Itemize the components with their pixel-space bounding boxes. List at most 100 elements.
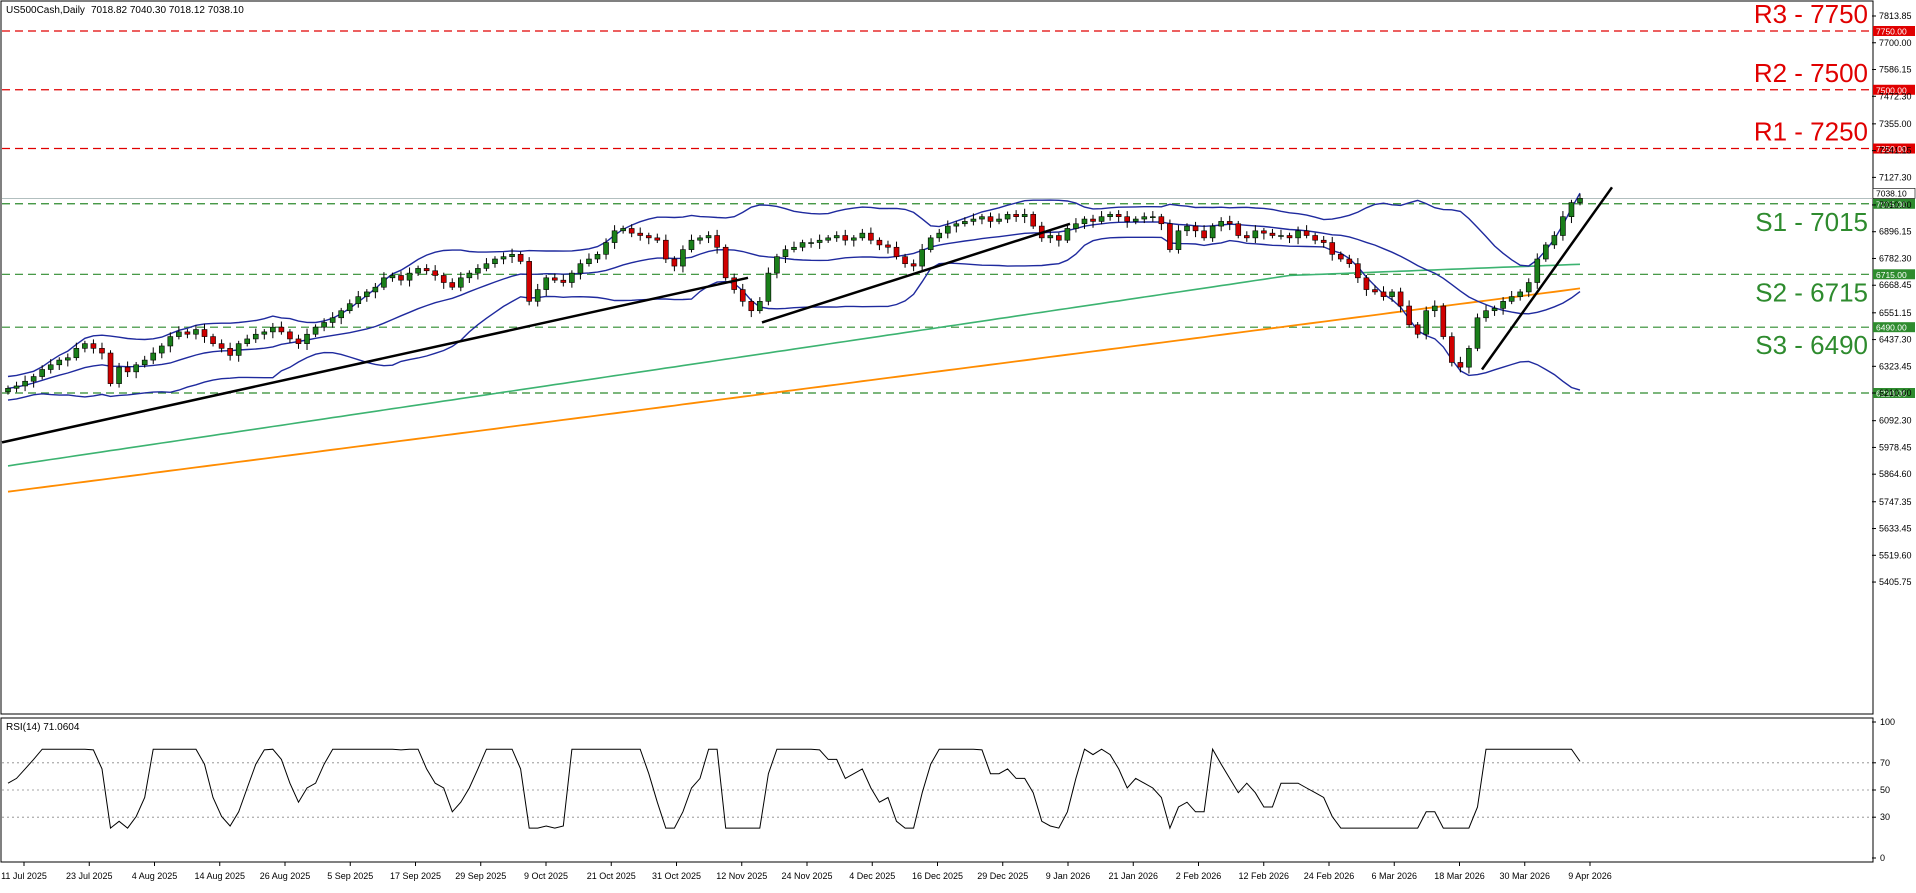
y-tick-label: 6782.30	[1879, 253, 1912, 263]
candle-body	[996, 218, 1002, 222]
candle-body	[1363, 277, 1370, 290]
rsi-y-tick-label: 70	[1880, 758, 1890, 768]
candle-body	[65, 357, 71, 361]
candle-body	[970, 218, 977, 222]
x-tick-label: 31 Oct 2025	[652, 871, 701, 881]
candle-body	[1423, 310, 1430, 335]
candle-body	[1064, 228, 1071, 241]
candle-body	[902, 256, 908, 265]
candle-body	[1167, 223, 1173, 250]
candle-body	[5, 387, 11, 393]
candle-body	[99, 348, 105, 354]
candle-body	[1337, 254, 1344, 260]
candle-body	[637, 232, 644, 236]
candle-body	[1320, 239, 1327, 243]
candle-body	[346, 303, 353, 312]
x-tick-label: 5 Sep 2025	[327, 871, 373, 881]
y-tick-label: 7586.15	[1879, 65, 1912, 75]
candle-body	[833, 235, 840, 239]
last-price-tag	[1872, 188, 1916, 199]
candle-body	[1269, 232, 1276, 236]
candle-body	[569, 272, 575, 283]
rsi-y-tick-label: 30	[1880, 812, 1890, 822]
candle-body	[82, 343, 88, 349]
candle-body	[893, 246, 900, 257]
candle-body	[13, 385, 20, 389]
candle-body	[1261, 230, 1267, 234]
candle-body	[1431, 305, 1438, 312]
candle-body	[1235, 223, 1242, 236]
candle-body	[722, 246, 729, 279]
candle-body	[107, 352, 114, 384]
candle-body	[193, 329, 199, 335]
candle-body	[1449, 336, 1455, 363]
candle-body	[560, 279, 567, 283]
candle-body	[227, 348, 233, 356]
candle-body	[543, 277, 550, 290]
candle-body	[432, 270, 438, 276]
candle-body	[1244, 235, 1250, 239]
candle-body	[876, 239, 883, 246]
candle-body	[663, 239, 669, 260]
candle-body	[517, 254, 524, 262]
level-tag-text: 7500.00	[1876, 85, 1907, 95]
rsi-y-tick-label: 100	[1880, 717, 1895, 727]
candle-body	[645, 235, 652, 239]
x-tick-label: 29 Dec 2025	[977, 871, 1028, 881]
candle-body	[1030, 214, 1037, 227]
candle-body	[885, 244, 891, 248]
x-tick-label: 6 Mar 2026	[1371, 871, 1417, 881]
y-tick-label: 5405.75	[1879, 577, 1912, 587]
y-tick-label: 6092.30	[1879, 416, 1912, 426]
rsi-y-tick-label: 50	[1880, 785, 1890, 795]
y-tick-label: 7241.15	[1879, 146, 1912, 156]
candle-body	[628, 228, 635, 234]
level-tag-text: 7750.00	[1876, 27, 1907, 37]
candle-body	[141, 359, 148, 366]
candle-body	[1218, 221, 1224, 227]
x-tick-label: 9 Jan 2026	[1046, 871, 1091, 881]
x-tick-label: 4 Aug 2025	[132, 871, 178, 881]
candle-body	[1175, 230, 1182, 250]
candle-body	[765, 272, 772, 302]
last-price-text: 7038.10	[1876, 188, 1907, 198]
candle-body	[150, 352, 157, 361]
level-tag	[1873, 84, 1915, 95]
candle-body	[714, 235, 720, 248]
y-tick-label: 7813.85	[1879, 11, 1912, 21]
moving-average-100	[7, 263, 1581, 467]
candle-body	[1047, 235, 1054, 239]
candle-body	[1124, 216, 1130, 222]
candle-body	[1329, 242, 1336, 255]
candle-body	[1551, 235, 1558, 246]
candle-body	[1201, 230, 1207, 239]
candle-body	[808, 242, 814, 244]
x-tick-label: 14 Aug 2025	[194, 871, 245, 881]
x-tick-label: 16 Dec 2025	[912, 871, 963, 881]
candle-body	[304, 333, 310, 344]
candle-body	[782, 249, 789, 257]
candle-body	[953, 223, 960, 227]
candle-body	[1517, 291, 1523, 297]
candle-body	[962, 221, 968, 225]
x-tick-label: 9 Apr 2026	[1568, 871, 1612, 881]
level-tag-text: 6490.00	[1876, 323, 1907, 333]
candle-body	[705, 235, 712, 239]
candle-body	[1303, 230, 1310, 236]
candle-body	[90, 343, 97, 349]
candle-body	[825, 237, 831, 241]
candle-body	[252, 333, 259, 340]
candle-body	[295, 338, 302, 344]
y-tick-label: 6437.30	[1879, 335, 1912, 345]
candle-body	[1004, 214, 1011, 220]
candle-body	[364, 291, 370, 297]
candle-body	[1474, 317, 1481, 349]
candle-body	[73, 348, 80, 359]
x-tick-label: 18 Mar 2026	[1434, 871, 1485, 881]
candle-body	[133, 364, 139, 373]
candle-body	[919, 249, 925, 267]
y-tick-label: 5747.35	[1879, 497, 1912, 507]
candle-body	[270, 326, 276, 333]
candle-body	[116, 366, 122, 384]
y-tick-label: 6323.45	[1879, 361, 1912, 371]
